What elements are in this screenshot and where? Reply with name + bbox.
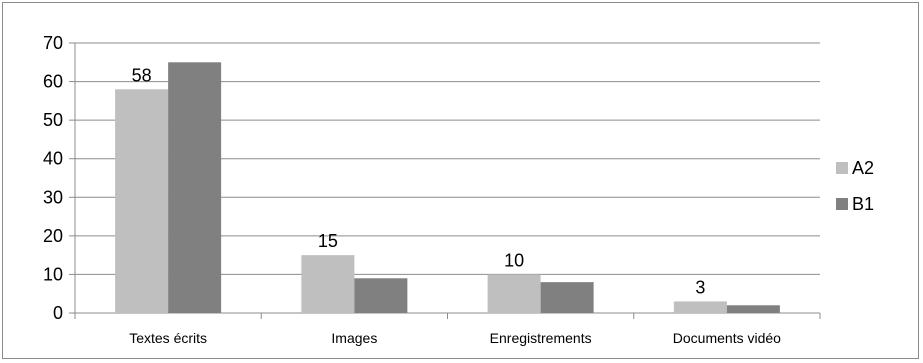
x-category-label: Textes écrits bbox=[129, 330, 207, 346]
bar-b1 bbox=[354, 278, 408, 313]
x-category-label: Enregistrements bbox=[490, 330, 592, 346]
y-tick-label: 0 bbox=[53, 303, 63, 323]
x-category-label: Documents vidéo bbox=[673, 330, 781, 346]
data-label: 3 bbox=[695, 277, 705, 297]
bar-b1 bbox=[540, 282, 594, 313]
data-label: 15 bbox=[318, 231, 338, 251]
bar-b1 bbox=[726, 305, 780, 313]
bar-a2 bbox=[301, 255, 355, 313]
x-category-label: Images bbox=[331, 330, 377, 346]
y-tick-label: 70 bbox=[43, 33, 63, 53]
data-label: 58 bbox=[132, 65, 152, 85]
y-tick-label: 60 bbox=[43, 72, 63, 92]
bar-a2 bbox=[673, 301, 727, 313]
y-tick-label: 10 bbox=[43, 264, 63, 284]
legend-label: A2 bbox=[852, 158, 874, 178]
y-tick-label: 20 bbox=[43, 226, 63, 246]
y-tick-label: 30 bbox=[43, 187, 63, 207]
bar-a2 bbox=[487, 274, 541, 313]
legend-label: B1 bbox=[852, 194, 874, 214]
legend-swatch bbox=[836, 162, 848, 174]
bar-a2 bbox=[115, 89, 169, 314]
legend-swatch bbox=[836, 198, 848, 210]
y-tick-label: 40 bbox=[43, 149, 63, 169]
data-label: 10 bbox=[504, 250, 524, 270]
bar-b1 bbox=[168, 62, 222, 314]
y-tick-label: 50 bbox=[43, 110, 63, 130]
